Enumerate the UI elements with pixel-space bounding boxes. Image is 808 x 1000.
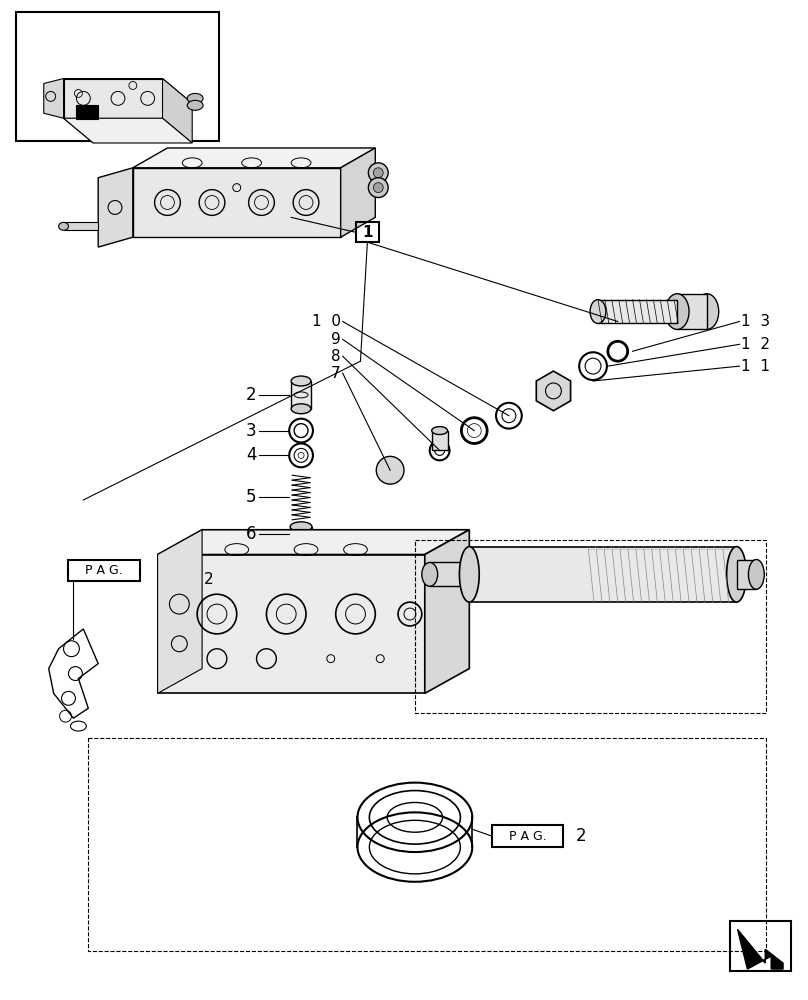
Bar: [290, 527, 312, 542]
Ellipse shape: [748, 560, 764, 589]
Ellipse shape: [290, 537, 312, 547]
Bar: [737, 560, 756, 589]
Bar: [64, 222, 99, 230]
Ellipse shape: [431, 427, 448, 435]
Bar: [677, 294, 707, 329]
Ellipse shape: [665, 294, 689, 329]
Text: 4: 4: [246, 446, 256, 464]
Ellipse shape: [590, 300, 606, 323]
Bar: [730, 921, 791, 971]
Polygon shape: [64, 79, 162, 118]
Bar: [492, 825, 563, 847]
Ellipse shape: [187, 100, 203, 110]
Text: 2: 2: [576, 827, 587, 845]
Bar: [88, 738, 766, 951]
Ellipse shape: [461, 562, 478, 586]
Text: 3: 3: [246, 422, 256, 440]
Polygon shape: [158, 530, 469, 555]
Circle shape: [377, 456, 404, 484]
Polygon shape: [99, 168, 133, 247]
Text: 8: 8: [331, 349, 341, 364]
Text: 5: 5: [246, 488, 256, 506]
Polygon shape: [64, 79, 93, 143]
Ellipse shape: [695, 294, 719, 329]
Circle shape: [368, 178, 388, 198]
Polygon shape: [162, 79, 192, 143]
Polygon shape: [77, 105, 99, 119]
Bar: [430, 562, 469, 586]
Polygon shape: [64, 79, 192, 103]
Ellipse shape: [422, 562, 438, 586]
Bar: [291, 381, 311, 409]
Text: 9: 9: [331, 332, 341, 347]
Text: 1: 1: [362, 225, 372, 240]
Polygon shape: [537, 371, 570, 411]
Text: 1  3: 1 3: [742, 314, 771, 329]
Bar: [469, 547, 737, 602]
Polygon shape: [44, 79, 64, 118]
Text: 2: 2: [204, 572, 214, 587]
Text: 1  0: 1 0: [312, 314, 341, 329]
Circle shape: [373, 168, 383, 178]
Polygon shape: [158, 530, 202, 693]
Text: P A G.: P A G.: [509, 830, 546, 843]
Polygon shape: [133, 168, 341, 237]
Polygon shape: [64, 118, 192, 143]
Polygon shape: [425, 530, 469, 693]
Text: 7: 7: [331, 366, 341, 381]
Polygon shape: [133, 148, 375, 168]
Bar: [16, 12, 219, 141]
Polygon shape: [738, 929, 783, 969]
Text: 6: 6: [246, 525, 256, 543]
Polygon shape: [341, 148, 375, 237]
Bar: [431, 431, 448, 450]
Bar: [415, 540, 766, 713]
Ellipse shape: [726, 547, 747, 602]
Bar: [598, 300, 677, 323]
Ellipse shape: [187, 93, 203, 103]
Ellipse shape: [290, 522, 312, 532]
Text: 2: 2: [246, 386, 256, 404]
Bar: [69, 560, 140, 581]
Ellipse shape: [291, 404, 311, 414]
Circle shape: [373, 183, 383, 193]
Ellipse shape: [59, 222, 69, 230]
Bar: [356, 222, 379, 242]
Circle shape: [368, 163, 388, 183]
Ellipse shape: [460, 547, 479, 602]
Ellipse shape: [291, 376, 311, 386]
Text: P A G.: P A G.: [86, 564, 123, 577]
Text: 1  1: 1 1: [742, 359, 771, 374]
Polygon shape: [158, 555, 425, 693]
Text: 1  2: 1 2: [742, 337, 771, 352]
